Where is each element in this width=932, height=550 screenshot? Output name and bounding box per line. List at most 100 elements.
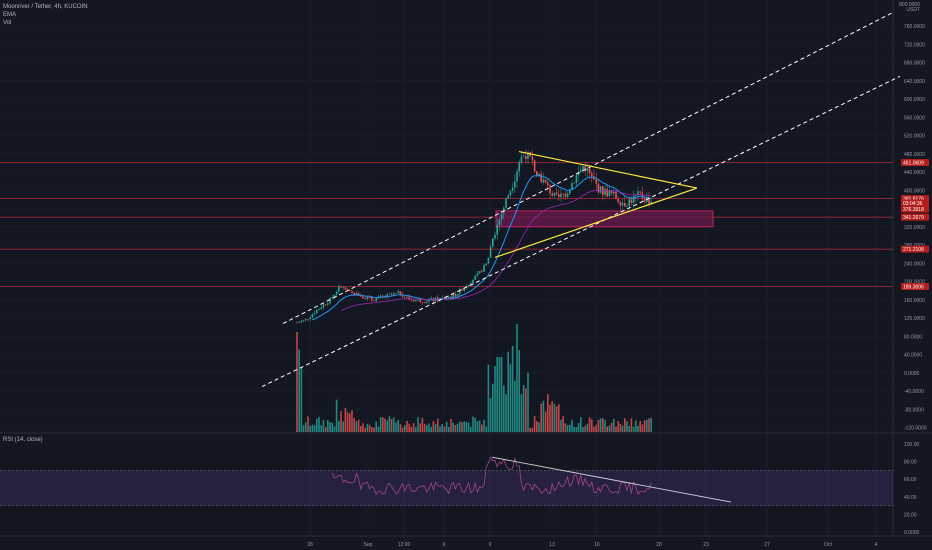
candle-body (344, 287, 347, 290)
volume-bar (415, 427, 417, 432)
volume-bar (525, 388, 527, 432)
volume-bar (551, 401, 553, 432)
volume-bar (432, 420, 435, 432)
volume-bar (643, 420, 646, 432)
candle-body (421, 302, 424, 303)
volume-bar (382, 417, 384, 432)
volume-bar (340, 410, 342, 432)
volume-bar (377, 426, 380, 432)
candle-body (626, 206, 628, 207)
candle-body (443, 297, 446, 299)
candle-body (630, 199, 633, 203)
candle-body (505, 198, 507, 208)
chart-legend: Moonriver / Tether, 4h, KUCOIN EMA Vol (3, 3, 88, 27)
candle-body (599, 186, 602, 193)
candle-body (417, 299, 419, 301)
volume-bar (335, 399, 338, 432)
volume-bar (331, 422, 333, 432)
volume-bar (613, 418, 615, 432)
candle-body (302, 320, 305, 322)
candle-body (300, 321, 303, 323)
candle-body (351, 291, 353, 293)
candle-body (648, 197, 650, 204)
volume-bar (621, 425, 624, 432)
candle-body (544, 179, 547, 183)
candle-body (406, 296, 408, 298)
candle-body (591, 173, 593, 177)
rsi-title[interactable]: RSI (14, close) (3, 437, 43, 443)
candle-body (476, 273, 479, 276)
candle-body (494, 234, 496, 239)
candle-body (551, 193, 553, 196)
volume-bar (448, 426, 450, 432)
candle-body (538, 173, 540, 176)
candle-body (571, 183, 573, 190)
rsi-band (0, 470, 893, 506)
candle-body (298, 322, 300, 323)
volume-bar (349, 413, 351, 432)
triangle-upper-line (518, 150, 698, 189)
candle-body (593, 176, 595, 180)
volume-bar (487, 364, 490, 432)
rsi-divergence-line (491, 456, 732, 503)
rsi-axis-tick: 40.00 (904, 495, 917, 501)
candle-body (643, 198, 646, 202)
ema-indicator-label[interactable]: EMA (3, 12, 17, 18)
rsi-axis-tick: 100.00 (904, 442, 920, 448)
candle-body (470, 283, 472, 285)
candle-body (388, 293, 391, 295)
candle-body (324, 304, 327, 306)
volume-bar (404, 425, 406, 432)
candle-body (366, 297, 369, 299)
candle-body (586, 168, 589, 172)
rsi-panel (0, 456, 893, 506)
candle-body (296, 322, 298, 324)
candle-body (487, 257, 490, 264)
candle-body (619, 202, 622, 206)
volume-bar (507, 351, 509, 432)
horizontal-levels (0, 162, 893, 287)
time-axis-label: Sep (364, 542, 373, 548)
volume-indicator-label[interactable]: Vol (3, 20, 12, 26)
candle-body (382, 295, 384, 297)
volume-bar (639, 421, 641, 432)
trend-drawings (261, 11, 901, 387)
volume-bar (322, 420, 325, 432)
volume-bar (615, 426, 617, 432)
volume-bar (342, 421, 344, 432)
volume-bar (357, 419, 360, 432)
volume-bar (514, 380, 516, 432)
candle-body (615, 191, 617, 199)
volume-bar (408, 423, 410, 432)
candle-body (371, 297, 373, 301)
candle-body (509, 190, 512, 196)
volume-bar (566, 425, 569, 432)
candle-body (555, 192, 558, 195)
time-axis-label: 20 (656, 542, 662, 548)
volume-bar (445, 421, 448, 432)
candle-body (349, 289, 351, 292)
volume-bar (586, 423, 589, 432)
candle-body (342, 287, 344, 288)
price-axis-tick: 120.0000 (904, 316, 925, 322)
volume-bar (437, 418, 439, 432)
price-axis-tick: 600.0000 (904, 97, 925, 103)
volume-bar (338, 420, 340, 432)
symbol-title[interactable]: Moonriver / Tether, 4h, KUCOIN (3, 4, 88, 10)
candle-body (386, 294, 388, 297)
volume-bar (395, 422, 397, 432)
ema-slow-line (340, 189, 652, 312)
price-tag-bg (901, 199, 929, 207)
volume-bar (465, 422, 468, 432)
price-axis-tick: 680.0000 (904, 61, 925, 67)
volume-bar (648, 418, 650, 432)
volume-bar (390, 418, 393, 432)
volume-bar (393, 417, 395, 432)
volume-bar (470, 426, 472, 432)
volume-bar (599, 418, 602, 432)
rsi-axis-tick: 60.00 (904, 477, 917, 483)
candle-body (566, 193, 569, 197)
volume-bar (434, 424, 437, 432)
